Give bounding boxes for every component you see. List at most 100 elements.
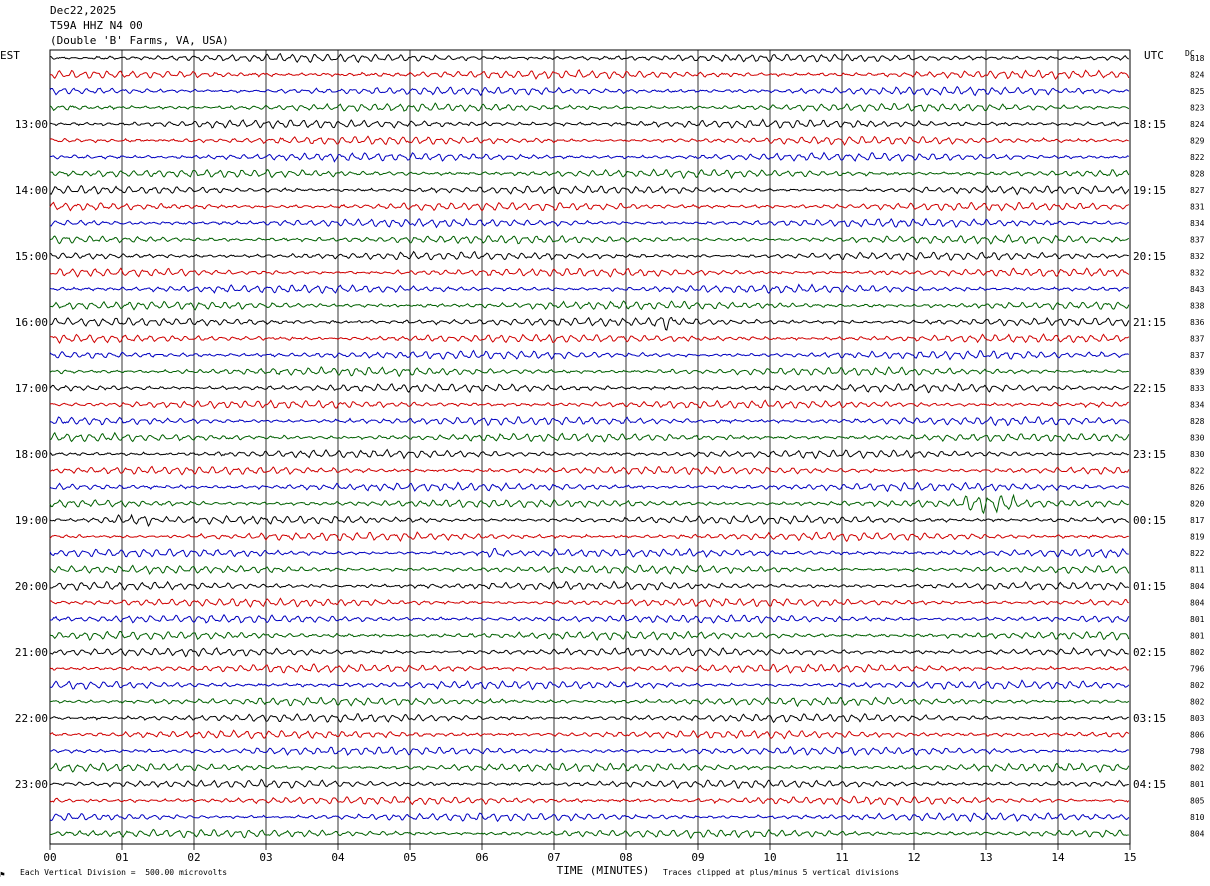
plot-frame	[49, 49, 1131, 845]
x-tick-label: 06	[475, 851, 488, 864]
left-hour-label: 22:00	[15, 712, 48, 725]
station-id: T59A HHZ N4 00	[50, 19, 143, 32]
x-tick-label: 07	[547, 851, 560, 864]
x-tick-label: 03	[259, 851, 272, 864]
seismic-trace	[49, 135, 1129, 146]
dc-value-label: 796	[1190, 665, 1205, 674]
left-hour-label: 20:00	[15, 580, 48, 593]
dc-value-label: 801	[1190, 632, 1205, 641]
seismic-trace	[49, 300, 1130, 311]
right-timezone-label: UTC	[1144, 49, 1164, 62]
dc-value-label: 838	[1190, 302, 1205, 311]
axis-ticks: 00 01 02 03 04 05 06 07 08 09 10 11 12 13 14 15 818 824 82…	[15, 54, 1205, 864]
left-hour-label: 15:00	[15, 250, 48, 263]
x-tick-label: 01	[115, 851, 128, 864]
dc-value-label: 834	[1190, 401, 1205, 410]
right-hour-label: 04:15	[1133, 778, 1166, 791]
trace-group	[49, 53, 1130, 840]
seismic-trace	[49, 647, 1129, 658]
dc-value-label: 801	[1190, 780, 1205, 789]
plot-grid	[49, 49, 1131, 850]
seismic-trace	[49, 630, 1130, 642]
x-tick-label: 05	[403, 851, 416, 864]
left-hour-label: 21:00	[15, 646, 48, 659]
dc-value-label: 819	[1190, 533, 1205, 542]
dc-value-label: 843	[1190, 285, 1205, 294]
dc-value-label: 810	[1190, 813, 1205, 822]
x-tick-label: 14	[1051, 851, 1065, 864]
plot-date: Dec22,2025	[50, 4, 117, 17]
left-hour-label: 19:00	[15, 514, 48, 527]
x-tick-label: 02	[187, 851, 200, 864]
seismic-trace	[49, 613, 1130, 624]
x-tick-label: 12	[907, 851, 920, 864]
seismic-trace	[49, 283, 1129, 295]
station-location: (Double 'B' Farms, VA, USA)	[50, 34, 229, 47]
dc-value-label: 828	[1190, 417, 1205, 426]
right-hour-label: 23:15	[1133, 448, 1166, 461]
dc-label: DC	[1185, 49, 1195, 58]
x-tick-label: 09	[691, 851, 704, 864]
x-tick-label: 04	[331, 851, 345, 864]
x-tick-label: 00	[43, 851, 56, 864]
dc-value-label: 806	[1190, 731, 1205, 740]
dc-value-label: 830	[1190, 434, 1205, 443]
dc-value-label: 817	[1190, 516, 1205, 525]
sensor-marker-icon: ⚑	[0, 870, 5, 879]
seismic-trace	[49, 580, 1130, 591]
seismic-trace	[49, 333, 1130, 344]
seismic-trace	[49, 316, 1130, 331]
dc-value-label: 802	[1190, 648, 1205, 657]
clip-note: Traces clipped at plus/minus 5 vertical …	[663, 868, 900, 877]
seismic-trace	[49, 102, 1130, 113]
dc-value-label: 798	[1190, 747, 1205, 756]
dc-value-label: 802	[1190, 764, 1205, 773]
seismic-trace	[49, 778, 1129, 790]
dc-value-label: 839	[1190, 368, 1205, 377]
dc-value-label: 837	[1190, 351, 1205, 360]
dc-value-label: 804	[1190, 599, 1205, 608]
seismic-trace	[49, 217, 1129, 229]
dc-value-label: 804	[1190, 830, 1205, 839]
seismic-trace	[49, 201, 1130, 212]
dc-value-label: 811	[1190, 566, 1205, 575]
seismic-trace	[49, 762, 1130, 773]
dc-value-label: 824	[1190, 120, 1205, 129]
dc-value-label: 820	[1190, 500, 1205, 509]
seismic-trace	[49, 69, 1130, 81]
seismic-trace	[49, 679, 1130, 691]
right-hour-label: 00:15	[1133, 514, 1166, 527]
left-hour-label: 17:00	[15, 382, 48, 395]
right-hour-label: 19:15	[1133, 184, 1166, 197]
dc-value-label: 825	[1190, 87, 1205, 96]
dc-value-label: 831	[1190, 203, 1205, 212]
x-tick-label: 15	[1123, 851, 1136, 864]
dc-value-label: 803	[1190, 714, 1205, 723]
seismic-trace	[49, 547, 1129, 559]
seismic-trace	[49, 448, 1130, 460]
seismic-trace	[49, 828, 1129, 840]
seismic-trace	[49, 795, 1130, 806]
x-tick-label: 13	[979, 851, 992, 864]
seismic-trace	[49, 85, 1130, 97]
seismic-trace	[49, 382, 1129, 394]
dc-value-label: 824	[1190, 71, 1205, 80]
dc-value-label: 822	[1190, 549, 1205, 558]
seismic-trace	[49, 431, 1130, 443]
seismic-trace	[49, 416, 1130, 427]
dc-value-label: 822	[1190, 467, 1205, 476]
dc-value-label: 832	[1190, 252, 1205, 261]
dc-value-label: 836	[1190, 318, 1205, 327]
left-hour-label: 23:00	[15, 778, 48, 791]
dc-value-label: 823	[1190, 104, 1205, 113]
right-hour-label: 02:15	[1133, 646, 1166, 659]
right-hour-label: 18:15	[1133, 118, 1166, 131]
left-hour-label: 14:00	[15, 184, 48, 197]
dc-value-label: 802	[1190, 698, 1205, 707]
seismic-trace	[49, 729, 1130, 740]
seismic-trace	[49, 493, 1130, 515]
left-hour-label: 16:00	[15, 316, 48, 329]
seismic-trace	[49, 564, 1130, 576]
right-hour-label: 20:15	[1133, 250, 1166, 263]
